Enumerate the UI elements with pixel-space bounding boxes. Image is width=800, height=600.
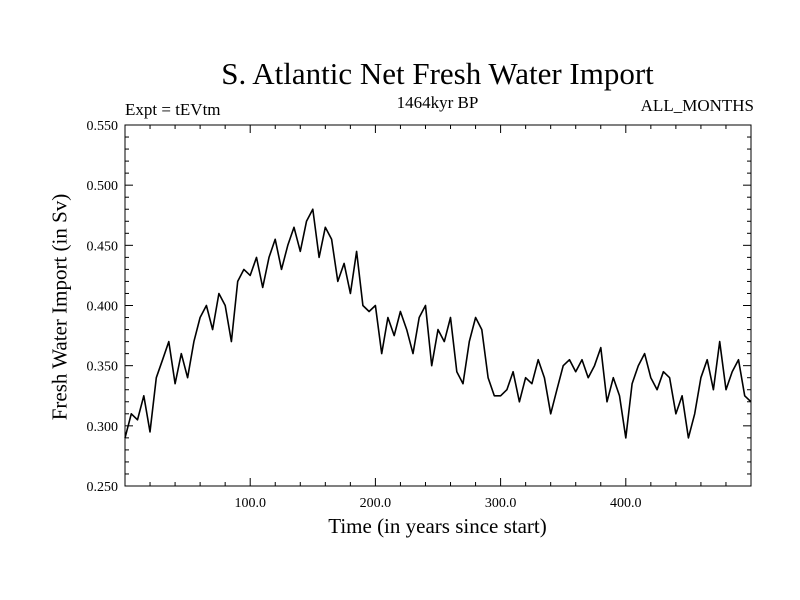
series-line xyxy=(124,208,752,439)
y-tick-label: 0.300 xyxy=(87,420,119,435)
experiment-label: Expt = tEVtm xyxy=(125,100,221,119)
x-tick-label: 300.0 xyxy=(485,496,517,511)
y-tick-label: 0.500 xyxy=(87,179,119,194)
x-tick-label: 200.0 xyxy=(360,496,392,511)
y-tick-label: 0.450 xyxy=(87,239,119,254)
months-label: ALL_MONTHS xyxy=(640,96,754,115)
y-tick-label: 0.550 xyxy=(87,119,119,134)
plot-frame xyxy=(124,124,752,487)
period-label: 1464kyr BP xyxy=(396,93,479,112)
x-tick-label: 400.0 xyxy=(610,496,642,511)
y-tick-label: 0.250 xyxy=(87,480,119,495)
data-series xyxy=(124,208,752,439)
y-tick-label: 0.400 xyxy=(87,300,119,315)
x-axis-label: Time (in years since start) xyxy=(328,514,547,538)
axis-tick-labels: 0.250 0.300 0.350 0.400 0.450 0.500 0.550 100.0… xyxy=(87,119,642,511)
axis-ticks xyxy=(125,124,751,487)
y-tick-label: 0.350 xyxy=(87,360,119,375)
chart-title: S. Atlantic Net Fresh Water Import xyxy=(221,56,654,91)
x-tick-label: 100.0 xyxy=(234,496,266,511)
